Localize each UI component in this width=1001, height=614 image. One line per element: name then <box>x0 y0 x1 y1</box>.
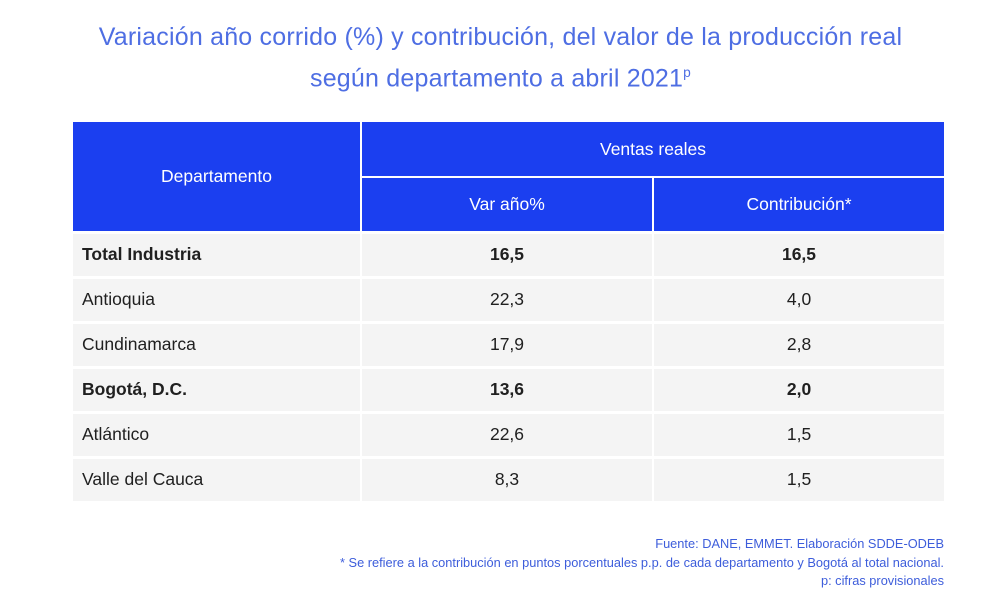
table-row-antioquia: Antioquia 22,3 4,0 <box>71 275 947 324</box>
table-row-total-industria: Total Industria 16,5 16,5 <box>71 230 947 279</box>
cell-var: 17,9 <box>360 320 654 369</box>
cell-var: 16,5 <box>360 230 654 279</box>
cell-dept: Total Industria <box>71 230 362 279</box>
footer-note-provisional: p: cifras provisionales <box>820 573 944 588</box>
cell-contrib: 2,8 <box>651 320 947 369</box>
footer-note-contribution: * Se refiere a la contribución en puntos… <box>340 554 944 570</box>
table-row-bogota: Bogotá, D.C. 13,6 2,0 <box>71 365 947 414</box>
header-departamento: Departamento <box>71 120 362 233</box>
cell-dept: Valle del Cauca <box>71 455 362 504</box>
table-row-cundinamarca: Cundinamarca 17,9 2,8 <box>71 320 947 369</box>
data-table: Departamento Ventas reales Var año% Cont… <box>71 120 947 504</box>
cell-contrib: 2,0 <box>651 365 947 414</box>
cell-contrib: 1,5 <box>651 410 947 459</box>
data-table-container: Departamento Ventas reales Var año% Cont… <box>71 120 947 504</box>
header-contribucion: Contribución* <box>651 176 947 233</box>
header-var-ano: Var año% <box>360 176 654 233</box>
title-superscript: p <box>683 65 691 80</box>
cell-var: 8,3 <box>360 455 654 504</box>
cell-dept: Cundinamarca <box>71 320 362 369</box>
cell-contrib: 1,5 <box>651 455 947 504</box>
footer-notes: Fuente: DANE, EMMET. Elaboración SDDE-OD… <box>124 535 944 591</box>
cell-contrib: 16,5 <box>651 230 947 279</box>
cell-var: 22,6 <box>360 410 654 459</box>
cell-var: 22,3 <box>360 275 654 324</box>
table-row-valle-del-cauca: Valle del Cauca 8,3 1,5 <box>71 455 947 504</box>
cell-dept: Antioquia <box>71 275 362 324</box>
cell-dept: Bogotá, D.C. <box>71 365 362 414</box>
cell-var: 13,6 <box>360 365 654 414</box>
cell-dept: Atlántico <box>71 410 362 459</box>
cell-contrib: 4,0 <box>651 275 947 324</box>
page-title-line2: según departamento a abril 2021p <box>310 64 691 93</box>
page-title-line1: Variación año corrido (%) y contribución… <box>98 23 903 51</box>
table-row-atlantico: Atlántico 22,6 1,5 <box>71 410 947 459</box>
page-title: Variación año corrido (%) y contribución… <box>0 20 1001 96</box>
footer-source: Fuente: DANE, EMMET. Elaboración SDDE-OD… <box>655 536 944 551</box>
header-group-ventas-reales: Ventas reales <box>359 120 947 178</box>
